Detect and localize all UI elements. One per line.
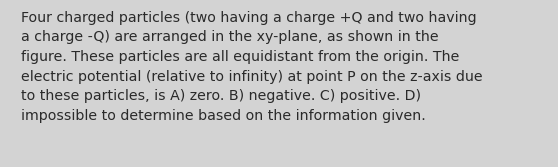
Text: Four charged particles (two having a charge +Q and two having
a charge -Q) are a: Four charged particles (two having a cha…: [21, 11, 483, 123]
